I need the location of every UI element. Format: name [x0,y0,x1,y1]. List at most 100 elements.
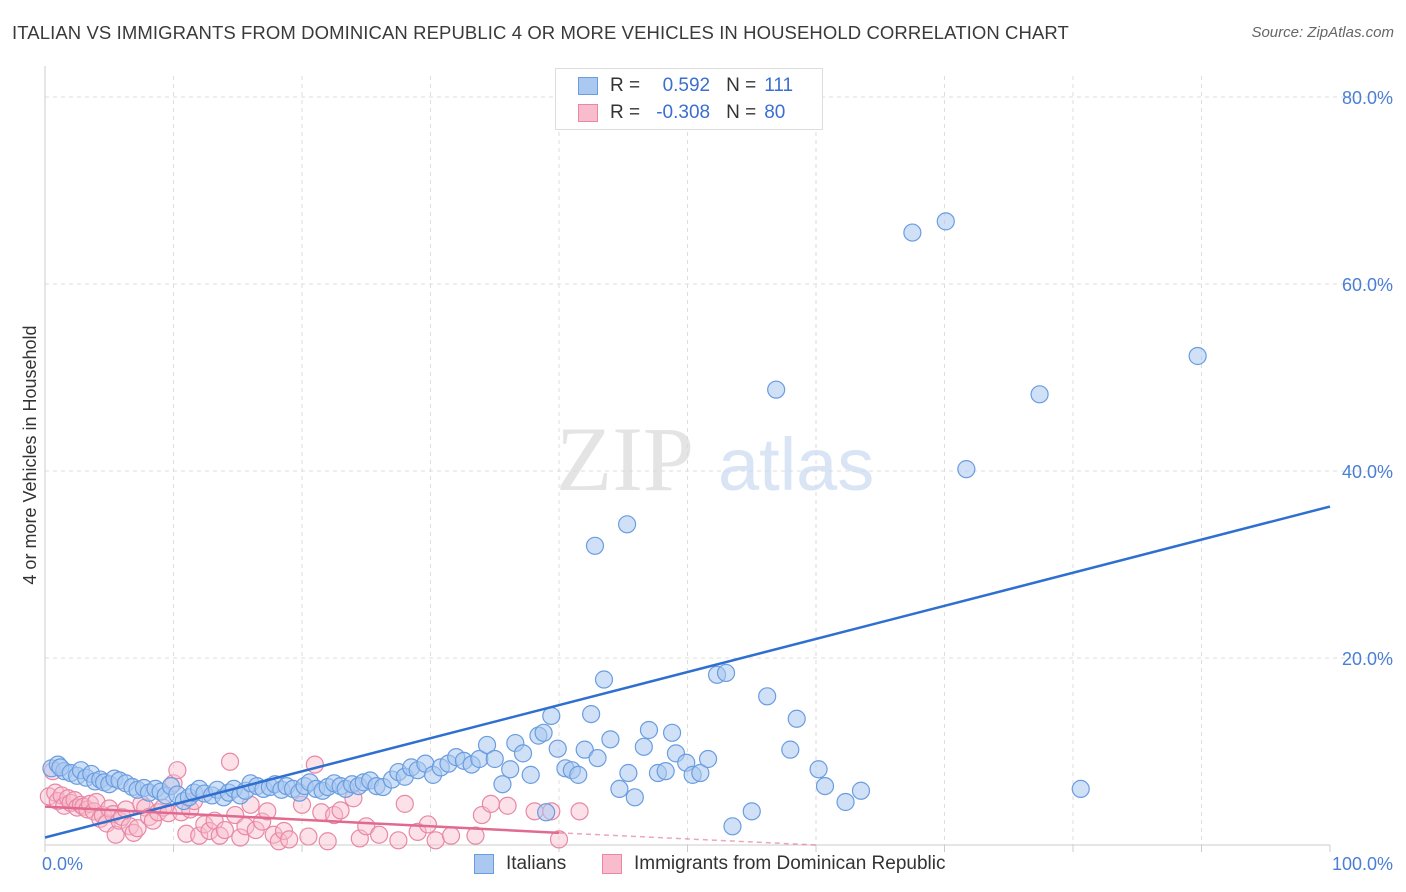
italian-point [716,663,736,683]
italian-point [903,223,922,242]
legend-r-label: R = [610,75,641,96]
watermark-zip: ZIP [556,408,694,510]
dominican-point [426,831,445,850]
italian-point [809,760,828,779]
italian-point [698,749,718,769]
dominican-point [190,826,209,845]
legend-n-value-italians: 111 [764,75,794,96]
italian-point [656,762,675,781]
legend-swatch-dominican [578,104,598,122]
bottom-legend-dominican: Immigrants from Dominican Republic [602,852,946,876]
legend-r-label: R = [610,102,641,123]
dominican-point [549,830,569,849]
italian-point [618,515,637,534]
italian-point [691,763,710,783]
legend-swatch-italians [578,77,598,95]
italian-point [758,687,777,706]
dominican-trend-line [44,805,560,835]
italian-point [601,730,620,749]
chart-title: ITALIAN VS IMMIGRANTS FROM DOMINICAN REP… [12,22,1069,43]
italian-point [836,792,855,812]
dominican-point [408,822,427,842]
legend-r-value-italians: 0.592 [662,75,711,96]
dominican-points-layer [39,752,589,851]
legend-row-dominican: R = -0.308 N = 80 [578,100,785,126]
italian-point [634,737,653,756]
italian-point [477,735,497,755]
dominican-point [331,801,350,820]
dominican-point [395,794,414,813]
italian-point [521,765,540,784]
italian-point [851,781,871,800]
italian-point [585,536,605,555]
italian-point [513,744,533,763]
legend-row-italians: R = 0.592 N = 111 [578,73,793,99]
italian-points-layer [42,212,1207,836]
bottom-legend-italians: Italians [474,852,566,876]
dominican-point [466,826,485,845]
legend-n-value-dominican: 80 [764,102,786,123]
dominican-point [481,794,500,813]
dominican-point [299,827,318,846]
dominican-point [498,796,517,815]
italian-point [575,740,594,759]
italian-point [610,779,629,799]
italian-point [767,380,786,399]
italian-point [957,460,976,479]
italian-point [594,670,614,689]
dominican-point [570,802,589,821]
italian-point [1188,346,1207,366]
dominican-point [106,825,125,844]
italian-point [534,723,553,742]
dominican-point [210,826,229,845]
dominican-point [280,830,299,849]
bottom-legend-swatch-italians [474,854,494,874]
italian-point [588,748,607,768]
italian-point [493,775,512,794]
x-tick-label-0: 0.0% [42,854,83,874]
dominican-point [220,752,240,771]
y-tick-label-80: 80.0% [1342,88,1393,108]
italian-point [582,704,601,724]
dominican-point [168,761,187,780]
dominican-trend-extension [558,832,817,846]
dominican-point [441,826,461,845]
correlation-legend: R = 0.592 N = 111 R = -0.308 N = 80 [555,68,823,130]
x-tick-label-100: 100.0% [1332,854,1393,874]
bottom-legend-label-dominican: Immigrants from Dominican Republic [634,853,946,874]
dominican-point [318,832,337,851]
italian-point [815,776,835,796]
y-tick-label-20: 20.0% [1342,649,1393,669]
y-tick-label-40: 40.0% [1342,462,1393,482]
dominican-point [389,831,408,850]
italian-point [1030,385,1049,404]
italian-point [569,765,588,784]
italian-point [619,763,638,783]
y-tick-label-60: 60.0% [1342,275,1393,295]
dominican-point [418,815,438,834]
tick-label-layer: 20.0% 40.0% 60.0% 80.0% 0.0% 100.0% [42,88,1393,874]
legend-n-label: N = [726,102,757,123]
italian-point [542,706,561,726]
watermark-atlas: atlas [718,423,874,506]
legend-n-label: N = [726,75,757,96]
trend-layer [44,505,1331,846]
axis-layer [44,66,1331,852]
italian-point [781,740,800,759]
italian-point [1071,779,1090,799]
italian-point [548,739,567,758]
italian-point [936,212,955,231]
watermark: ZIP atlas [556,408,874,510]
italians-trend-line [44,505,1331,839]
dominican-point [128,819,147,838]
italian-point [537,803,556,822]
italian-point [639,720,659,740]
italian-point [787,709,806,728]
chart-source: Source: ZipAtlas.com [1251,24,1394,41]
bottom-legend-label-italians: Italians [506,853,567,874]
italian-point [501,760,520,779]
italian-point [485,749,504,769]
bottom-legend-swatch-dominican [602,854,622,874]
italian-point [662,723,682,742]
